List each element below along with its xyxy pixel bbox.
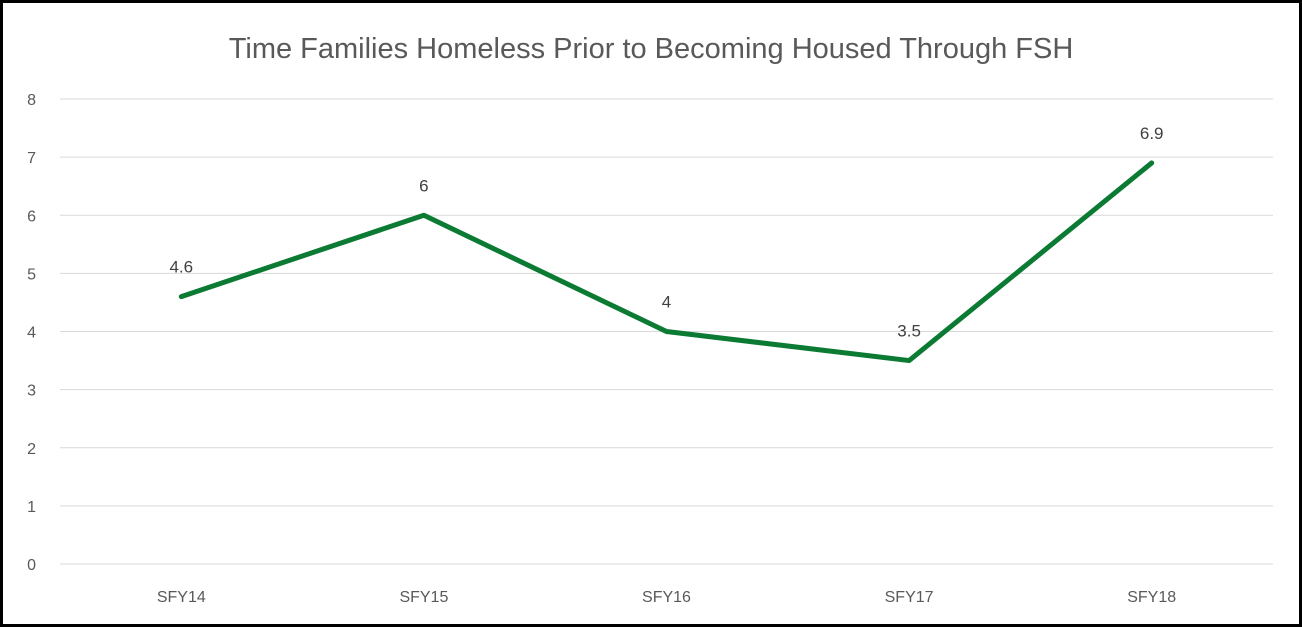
data-label: 6 <box>419 176 428 195</box>
series-line <box>178 160 1155 364</box>
data-label: 3.5 <box>897 322 921 341</box>
y-tick-label: 3 <box>27 383 36 400</box>
x-tick-label: SFY16 <box>642 589 691 606</box>
y-axis-ticks: 0 1 2 3 4 5 6 7 8 <box>27 92 36 574</box>
y-tick-label: 1 <box>27 499 36 516</box>
y-tick-label: 0 <box>27 557 36 574</box>
y-tick-label: 2 <box>27 441 36 458</box>
data-label: 4 <box>662 293 671 312</box>
data-label: 4.6 <box>169 258 193 277</box>
data-label: 6.9 <box>1140 124 1164 143</box>
x-tick-label: SFY17 <box>885 589 934 606</box>
gridlines <box>60 98 1273 565</box>
y-tick-label: 8 <box>27 92 36 109</box>
x-axis-ticks: SFY14 SFY15 SFY16 SFY17 SFY18 <box>157 589 1176 606</box>
x-tick-label: SFY18 <box>1127 589 1176 606</box>
chart-title: Time Families Homeless Prior to Becoming… <box>229 33 1074 65</box>
y-tick-label: 6 <box>27 208 36 225</box>
x-tick-label: SFY14 <box>157 589 206 606</box>
data-labels: 4.6 6 4 3.5 6.9 <box>169 124 1163 341</box>
y-tick-label: 7 <box>27 150 36 167</box>
series-group <box>178 160 1155 364</box>
y-tick-label: 5 <box>27 266 36 283</box>
x-tick-label: SFY15 <box>399 589 448 606</box>
y-tick-label: 4 <box>27 325 36 342</box>
